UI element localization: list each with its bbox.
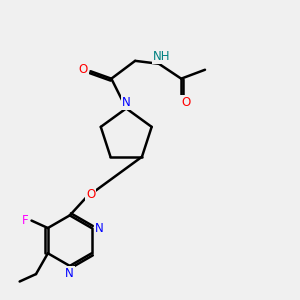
- Text: O: O: [86, 188, 95, 201]
- Text: O: O: [79, 63, 88, 76]
- Text: O: O: [181, 96, 190, 109]
- Text: N: N: [95, 221, 103, 235]
- Text: N: N: [122, 96, 130, 109]
- Text: N: N: [65, 267, 74, 280]
- Text: F: F: [22, 214, 29, 227]
- Text: NH: NH: [153, 50, 171, 63]
